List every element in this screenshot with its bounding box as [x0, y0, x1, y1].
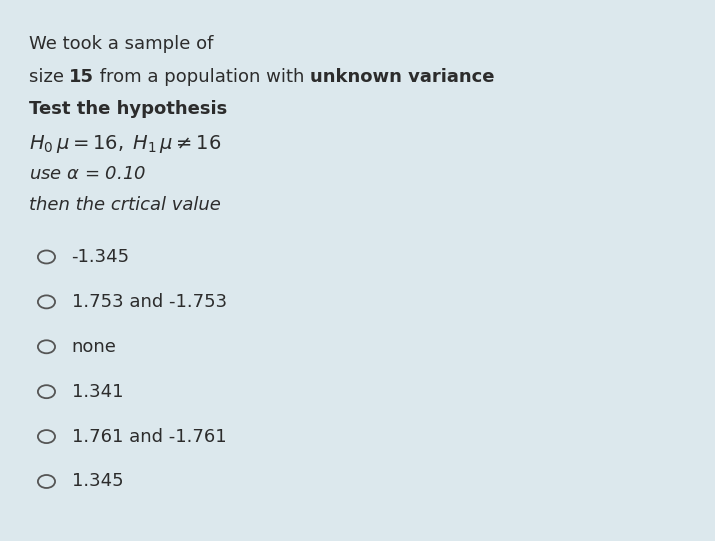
Text: none: none — [72, 338, 117, 356]
Text: 1.341: 1.341 — [72, 382, 123, 401]
Text: $H_0\,\mu = 16,\; H_1\,\mu \neq 16$: $H_0\,\mu = 16,\; H_1\,\mu \neq 16$ — [29, 133, 221, 155]
Text: then the crtical value: then the crtical value — [29, 196, 220, 214]
Text: 1.345: 1.345 — [72, 472, 123, 491]
Text: unknown variance: unknown variance — [310, 68, 495, 85]
Text: size: size — [29, 68, 69, 85]
Text: 15: 15 — [69, 68, 94, 85]
Text: -1.345: -1.345 — [72, 248, 129, 266]
Text: We took a sample of: We took a sample of — [29, 35, 213, 53]
Text: 1.761 and -1.761: 1.761 and -1.761 — [72, 427, 226, 446]
Text: 1.753 and -1.753: 1.753 and -1.753 — [72, 293, 227, 311]
Text: use $\alpha$ = 0.10: use $\alpha$ = 0.10 — [29, 165, 146, 183]
Text: Test the hypothesis: Test the hypothesis — [29, 100, 227, 118]
Text: from a population with: from a population with — [94, 68, 310, 85]
